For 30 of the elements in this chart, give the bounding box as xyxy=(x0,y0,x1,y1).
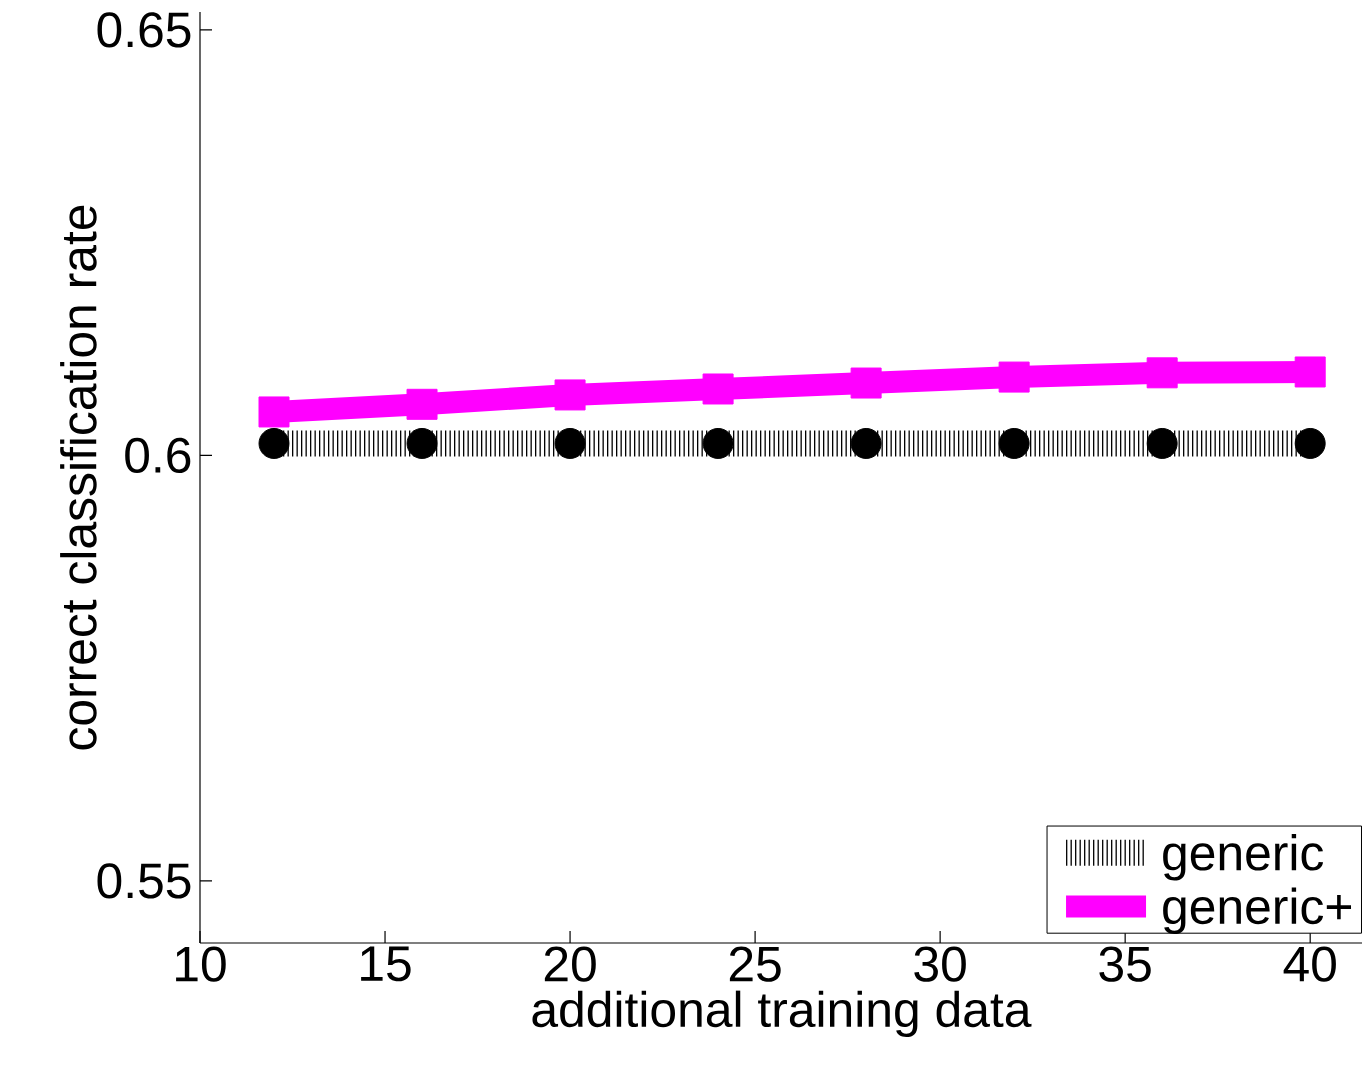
y-tick-label: 0.55 xyxy=(97,863,191,899)
point xyxy=(998,427,1030,459)
point xyxy=(406,388,438,420)
x-tick-label: 10 xyxy=(176,946,226,982)
y-tick-label: 0.65 xyxy=(97,12,191,48)
point xyxy=(258,427,290,459)
x-tick-label: 30 xyxy=(914,946,966,982)
point xyxy=(554,427,586,459)
point xyxy=(1146,357,1178,389)
point xyxy=(406,427,438,459)
point xyxy=(998,361,1030,393)
legend-label: generic xyxy=(1163,834,1324,881)
point xyxy=(850,367,882,399)
legend-label: generic+ xyxy=(1163,887,1352,935)
x-tick-label: 35 xyxy=(1099,946,1151,982)
point xyxy=(1294,356,1326,388)
point xyxy=(554,379,586,411)
point xyxy=(702,427,734,459)
point xyxy=(702,373,734,405)
x-tick-label: 20 xyxy=(544,946,596,982)
x-tick-label: 25 xyxy=(729,946,781,982)
point xyxy=(1146,427,1178,459)
point xyxy=(1294,427,1326,459)
x-axis-title: additional training data xyxy=(532,990,1032,1038)
x-tick-label: 40 xyxy=(1283,946,1336,982)
y-tick-label: 0.6 xyxy=(125,437,191,473)
point xyxy=(850,427,882,459)
point xyxy=(258,396,290,428)
y-axis-title: correct classification rate xyxy=(60,205,97,750)
x-tick-label: 15 xyxy=(361,946,411,982)
